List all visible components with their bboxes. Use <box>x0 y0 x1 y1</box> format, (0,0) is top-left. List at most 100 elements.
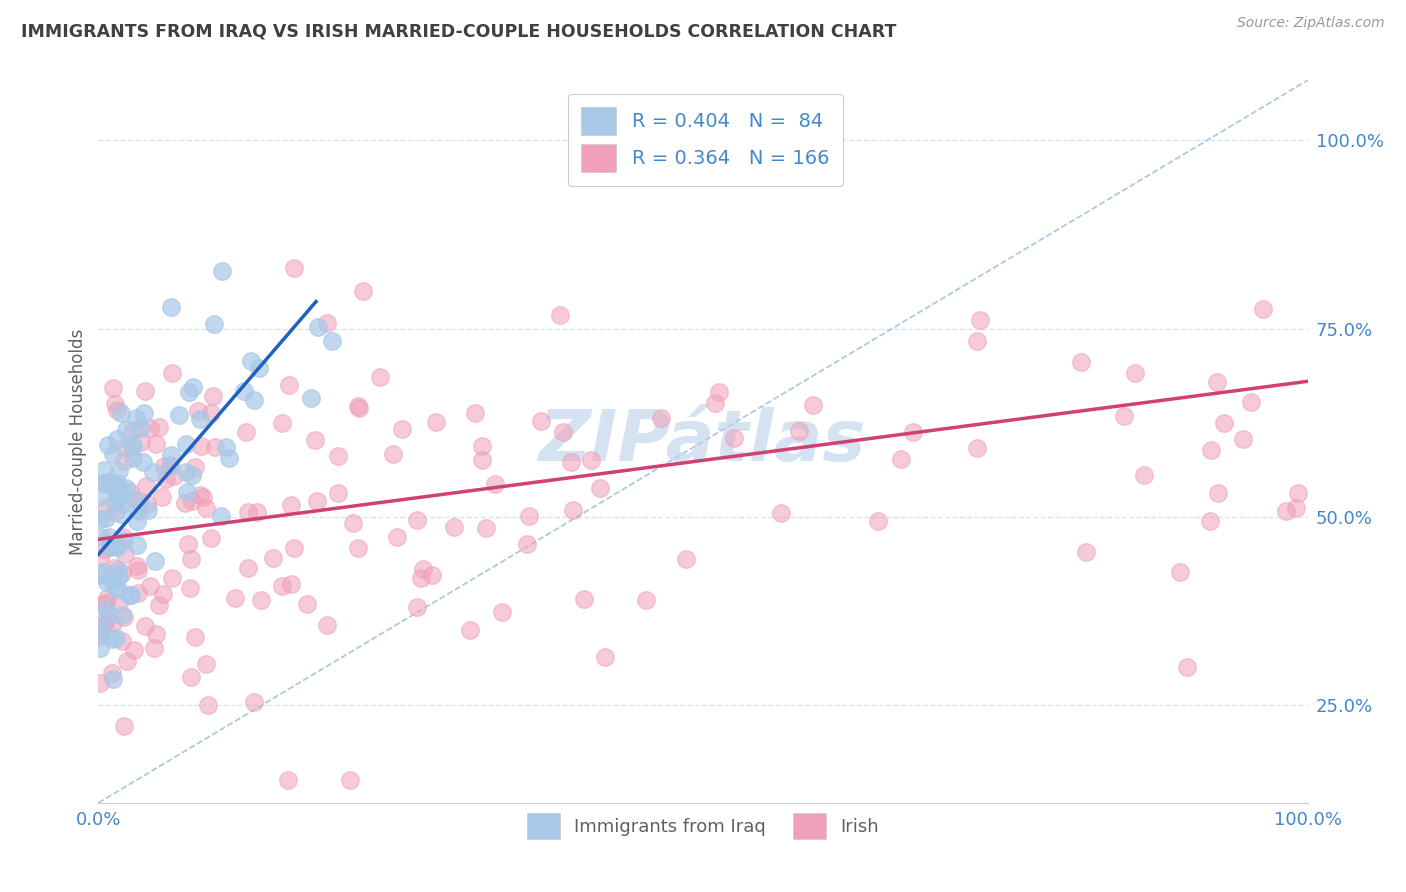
Point <box>169 408 191 422</box>
Point <box>155 472 177 486</box>
Point <box>94 511 117 525</box>
Point <box>1074 544 1097 558</box>
Point <box>184 630 207 644</box>
Point <box>152 490 174 504</box>
Point <box>574 592 596 607</box>
Point <box>94 613 117 627</box>
Point <box>127 563 149 577</box>
Point <box>112 534 135 549</box>
Point <box>125 411 148 425</box>
Point <box>91 565 114 579</box>
Point <box>517 508 540 523</box>
Point <box>112 610 135 624</box>
Point <box>89 641 111 656</box>
Point <box>180 552 202 566</box>
Point <box>127 558 149 573</box>
Point <box>1199 442 1222 457</box>
Point <box>211 264 233 278</box>
Point <box>103 582 125 596</box>
Point <box>96 574 118 589</box>
Point <box>262 551 284 566</box>
Point <box>104 397 127 411</box>
Point <box>209 509 232 524</box>
Point <box>100 632 122 647</box>
Point <box>195 657 218 671</box>
Point <box>866 514 889 528</box>
Point <box>139 421 162 435</box>
Point <box>148 598 170 612</box>
Point <box>1123 367 1146 381</box>
Point <box>148 419 170 434</box>
Point <box>903 425 925 440</box>
Point <box>180 670 202 684</box>
Point <box>190 488 212 502</box>
Point <box>134 384 156 399</box>
Point <box>152 459 174 474</box>
Point <box>966 334 988 349</box>
Point <box>283 541 305 556</box>
Point <box>108 464 131 478</box>
Point <box>108 569 131 583</box>
Point <box>107 475 129 490</box>
Point <box>235 425 257 439</box>
Point <box>789 424 811 438</box>
Point <box>97 438 120 452</box>
Point <box>122 423 145 437</box>
Point <box>271 416 294 430</box>
Point <box>111 607 134 622</box>
Point <box>139 579 162 593</box>
Point <box>162 571 184 585</box>
Point <box>412 562 434 576</box>
Point <box>101 447 124 461</box>
Point <box>218 451 240 466</box>
Point <box>1213 416 1236 430</box>
Point <box>124 492 146 507</box>
Point <box>122 643 145 657</box>
Point <box>114 481 136 495</box>
Point <box>316 618 339 632</box>
Point <box>1285 501 1308 516</box>
Point <box>181 494 204 508</box>
Point <box>247 360 270 375</box>
Point <box>443 519 465 533</box>
Point <box>770 506 793 520</box>
Point <box>368 370 391 384</box>
Point <box>121 440 143 454</box>
Point <box>103 381 125 395</box>
Point <box>409 571 432 585</box>
Point <box>966 441 988 455</box>
Point <box>105 403 128 417</box>
Point <box>89 622 111 636</box>
Point <box>112 454 135 468</box>
Point <box>101 573 124 587</box>
Point <box>704 396 727 410</box>
Point <box>475 521 498 535</box>
Point <box>181 380 204 394</box>
Point <box>121 439 143 453</box>
Point <box>159 458 181 473</box>
Point <box>425 416 447 430</box>
Point <box>305 494 328 508</box>
Point <box>122 451 145 466</box>
Point <box>104 539 127 553</box>
Point <box>191 490 214 504</box>
Point <box>134 406 156 420</box>
Point <box>271 579 294 593</box>
Point <box>129 421 152 435</box>
Point <box>96 591 118 606</box>
Point <box>152 587 174 601</box>
Point <box>177 384 200 399</box>
Point <box>89 512 111 526</box>
Point <box>471 453 494 467</box>
Point <box>105 540 128 554</box>
Point <box>243 392 266 407</box>
Point <box>197 698 219 713</box>
Point <box>160 366 183 380</box>
Point <box>96 501 118 516</box>
Point <box>127 586 149 600</box>
Point <box>530 414 553 428</box>
Point <box>135 479 157 493</box>
Point <box>136 503 159 517</box>
Point <box>349 401 371 415</box>
Point <box>120 588 142 602</box>
